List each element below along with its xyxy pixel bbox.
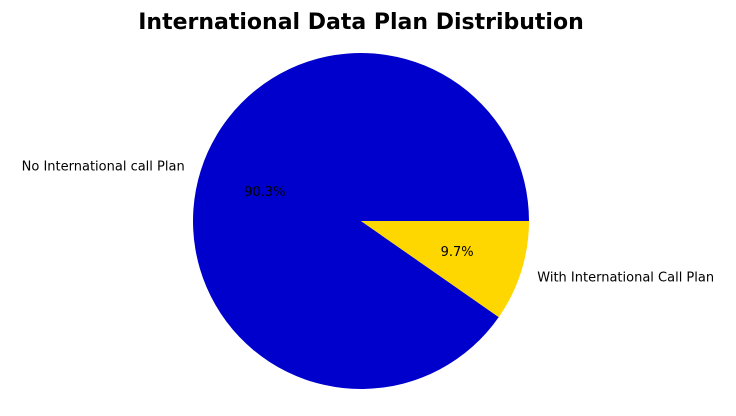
pie-slice-2 [361,221,529,318]
pie-slice-pct-label: 90.3% [244,185,285,200]
pie-slice-category-label: With International Call Plan [537,270,714,285]
pie-slices [193,52,529,390]
pie-slice-category-label: No International call Plan [22,160,185,175]
pie-labels: 90.3% No International call Plan 9.7% With … [22,160,714,286]
pie-slice-pct-label: 9.7% [441,245,474,260]
chart-title: International Data Plan Distribution [138,10,584,35]
